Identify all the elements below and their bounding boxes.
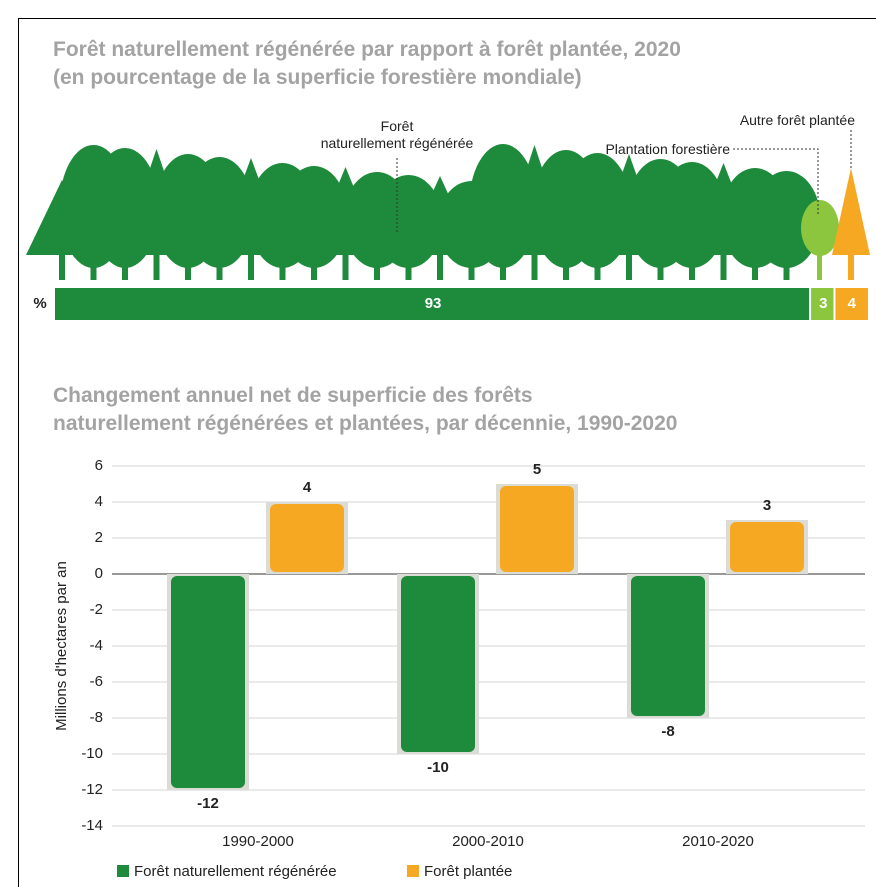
- value-label: 4: [303, 479, 312, 496]
- value-label: 5: [533, 461, 541, 478]
- tree-icon: [248, 255, 254, 280]
- y-tick-label: 2: [95, 529, 103, 546]
- y-tick-label: 4: [95, 493, 103, 510]
- y-axis-label: Millions d'hectares par an: [53, 561, 70, 731]
- value-label: 93: [425, 295, 442, 312]
- bar-segment: [835, 288, 868, 320]
- chart-title: Forêt naturellement régénérée par rappor…: [53, 38, 681, 61]
- axis-label: %: [33, 295, 46, 312]
- bar: [401, 576, 475, 752]
- tree-icon: [59, 255, 65, 280]
- frame: [18, 18, 876, 887]
- y-tick-label: -10: [81, 745, 103, 762]
- chart-title: Changement annuel net de superficie des …: [53, 384, 678, 435]
- tree-icon: [752, 171, 821, 268]
- x-tick-label: 2000-2010: [452, 833, 524, 850]
- tree-icon: [531, 255, 538, 280]
- y-tick-label: 0: [95, 565, 103, 582]
- y-tick-label: -2: [90, 601, 103, 618]
- x-tick-label: 2010-2020: [682, 833, 754, 850]
- annotation: Forêt naturellement régénérée: [320, 118, 474, 151]
- chart-subtitle: (en pourcentage de la superficie foresti…: [53, 66, 582, 89]
- legend-label: Forêt naturellement régénérée: [134, 863, 337, 880]
- leader-line: [733, 148, 819, 214]
- bar: [730, 522, 804, 572]
- legend-swatch: [117, 865, 129, 877]
- tree-icon: [848, 250, 854, 280]
- value-label: -12: [197, 795, 219, 812]
- y-tick-label: -12: [81, 781, 103, 798]
- bar: [500, 486, 574, 572]
- bar: [631, 576, 705, 716]
- value-label: -8: [661, 723, 674, 740]
- legend-swatch: [407, 865, 419, 877]
- value-label: 4: [848, 295, 857, 312]
- tree-icon: [153, 255, 160, 280]
- value-label: 3: [819, 295, 827, 312]
- y-tick-label: -6: [90, 673, 103, 690]
- bar: [171, 576, 245, 788]
- tree-icon: [437, 255, 443, 280]
- y-tick-label: -4: [90, 637, 103, 654]
- value-label: 3: [763, 497, 771, 514]
- tree-icon: [801, 200, 839, 256]
- tree-icon: [342, 255, 349, 280]
- tree-icon: [817, 245, 822, 280]
- annotation: Autre forêt plantée: [739, 112, 855, 128]
- tree-icon: [832, 168, 870, 255]
- tree-icon: [720, 255, 727, 280]
- value-label: -10: [427, 759, 449, 776]
- y-tick-label: -8: [90, 709, 103, 726]
- bar-segment: [55, 288, 810, 320]
- x-tick-label: 1990-2000: [222, 833, 294, 850]
- bar: [270, 504, 344, 572]
- tree-icon: [626, 255, 632, 280]
- legend-label: Forêt plantée: [424, 863, 512, 880]
- y-tick-label: 6: [95, 457, 103, 474]
- y-tick-label: -14: [81, 817, 103, 834]
- bar-segment: [811, 288, 834, 320]
- annotation: Plantation forestière: [605, 141, 730, 157]
